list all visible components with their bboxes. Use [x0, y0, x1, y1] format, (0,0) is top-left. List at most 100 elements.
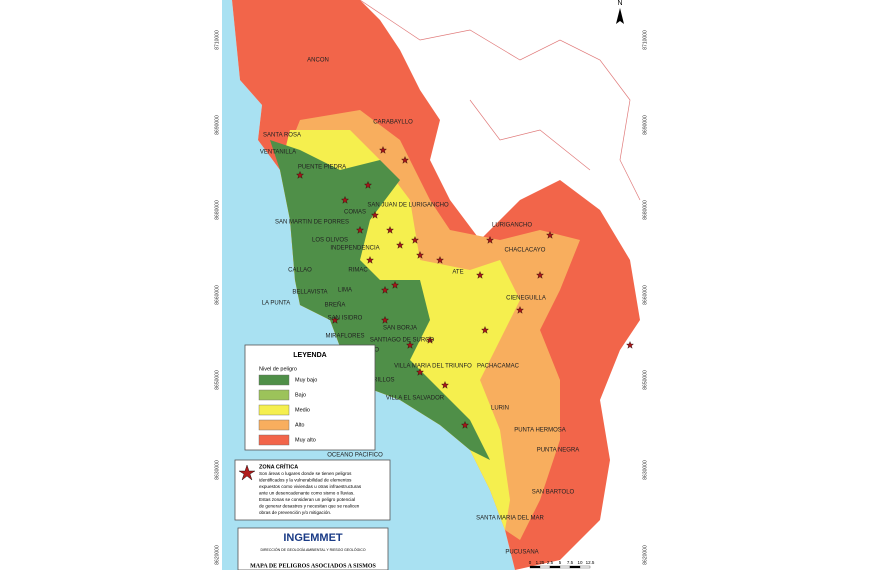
legend: LEYENDA Nivel de peligro Muy bajo Bajo Med… — [244, 344, 376, 451]
critical-star — [516, 306, 524, 314]
critical-text: ante un desencadenante como sismo o lluv… — [259, 491, 355, 496]
critical-star — [356, 226, 364, 234]
legend-swatch — [258, 404, 290, 416]
critical-star — [331, 316, 339, 324]
scale-label: 0 — [529, 560, 532, 565]
district-label: SANTA MARIA DEL MAR — [476, 516, 544, 522]
district-label: SAN JUAN DE LURIGANCHO — [367, 203, 449, 209]
agency: INGEMMET — [283, 532, 343, 544]
critical-text: identificados y la vulnerabilidad de ele… — [259, 478, 352, 483]
district-label: VENTANILLA — [260, 150, 296, 156]
critical-star — [546, 231, 554, 239]
district-label: SANTIAGO DE SURCO — [370, 338, 435, 344]
district-label: MIRAFLORES — [325, 334, 364, 340]
legend-label: Bajo — [295, 392, 306, 398]
coordinate-label: 8710000 — [214, 30, 220, 50]
critical-star — [401, 156, 409, 164]
legend-subtitle: Nivel de peligro — [259, 366, 297, 372]
critical-star — [381, 286, 389, 294]
district-label: PUENTE PIEDRA — [298, 165, 346, 171]
coordinate-label: 8630000 — [214, 460, 220, 480]
critical-star — [411, 236, 419, 244]
boundary — [469, 99, 591, 171]
legend-label: Alto — [295, 422, 304, 428]
scale-segment — [559, 565, 571, 569]
district-label: SAN BARTOLO — [532, 490, 575, 496]
district-label: OCEANO PACIFICO — [327, 453, 383, 459]
critical-star — [391, 281, 399, 289]
critical-star — [406, 341, 414, 349]
district-label: CIENEGUILLA — [506, 296, 546, 302]
district-label: LIMA — [338, 288, 352, 294]
directorate: DIRECCIÓN DE GEOLOGÍA AMBIENTAL Y RIESGO… — [260, 547, 365, 552]
scale-segment — [529, 565, 541, 569]
legend-swatch — [258, 419, 290, 431]
north-label: N — [617, 0, 622, 7]
critical-star — [396, 241, 404, 249]
critical-text: obras de prevención y/o mitigación. — [259, 510, 331, 515]
district-label: LA PUNTA — [262, 301, 291, 307]
district-label: COMAS — [344, 210, 366, 216]
district-label: CALLAO — [288, 268, 312, 274]
coordinate-label: 8680000 — [642, 200, 648, 220]
coordinate-label: 8630000 — [642, 460, 648, 480]
critical-star — [441, 381, 449, 389]
scale-label: 2.5 — [547, 560, 554, 565]
scale-label: 1.25 — [536, 560, 545, 565]
district-label: LURIGANCHO — [492, 223, 532, 229]
coordinate-label: 8660000 — [642, 285, 648, 305]
critical-text: Son áreas o lugares donde se tienen peli… — [259, 471, 352, 476]
scale-segment — [569, 565, 581, 569]
critical-star — [341, 196, 349, 204]
scale-segment — [539, 565, 551, 569]
district-label: ATE — [452, 270, 463, 276]
district-label: BELLAVISTA — [292, 290, 327, 296]
title-block: INGEMMET DIRECCIÓN DE GEOLOGÍA AMBIENTAL… — [237, 527, 389, 570]
coordinate-label: 8650000 — [642, 370, 648, 390]
critical-text: expuestos como viviendas u otras infraes… — [259, 484, 362, 489]
land-very-low — [270, 140, 490, 460]
district-label: LURIN — [491, 406, 509, 412]
district-label: SAN ISIDRO — [328, 316, 363, 322]
critical-star — [486, 236, 494, 244]
scale-label: 12.5 — [586, 560, 595, 565]
district-label: RIMAC — [348, 268, 368, 274]
critical-star — [386, 226, 394, 234]
critical-star — [379, 146, 387, 154]
legend-swatch — [258, 389, 290, 401]
critical-star — [371, 211, 379, 219]
critical-zone: ZONA CRÍTICA Son áreas o lugares donde s… — [234, 459, 391, 521]
critical-star — [381, 316, 389, 324]
coordinate-label: 8710000 — [642, 30, 648, 50]
critical-title: ZONA CRÍTICA — [259, 462, 298, 470]
district-label: SANTA ROSA — [263, 133, 301, 139]
critical-text: Estas zonas se consideran un peligro pot… — [259, 497, 355, 502]
critical-star — [364, 181, 372, 189]
district-label: PACHACAMAC — [477, 364, 520, 370]
district-label: CHACLACAYO — [505, 248, 546, 254]
district-label: INDEPENDENCIA — [330, 246, 379, 252]
legend-swatch — [258, 434, 290, 446]
district-label: CARABAYLLO — [373, 120, 413, 126]
legend-label: Muy alto — [295, 437, 316, 443]
coordinate-label: 8620000 — [642, 545, 648, 565]
boundary — [359, 0, 641, 201]
scale-segment — [549, 565, 561, 569]
district-label: VILLA MARIA DEL TRIUNFO — [394, 364, 472, 370]
critical-star — [481, 326, 489, 334]
district-label: LOS OLIVOS — [312, 238, 348, 244]
legend-swatch — [258, 374, 290, 386]
scale-label: 7.5 — [567, 560, 574, 565]
critical-star — [296, 171, 304, 179]
scale-segment — [579, 565, 591, 569]
coordinate-label: 8650000 — [214, 370, 220, 390]
district-label: PUNTA NEGRA — [537, 448, 580, 454]
critical-star — [536, 271, 544, 279]
critical-star — [476, 271, 484, 279]
critical-text: de generar desastres y necesitan que se … — [259, 504, 360, 509]
scale-label: 5 — [559, 560, 562, 565]
critical-star — [461, 421, 469, 429]
critical-star — [416, 368, 424, 376]
critical-star — [436, 256, 444, 264]
